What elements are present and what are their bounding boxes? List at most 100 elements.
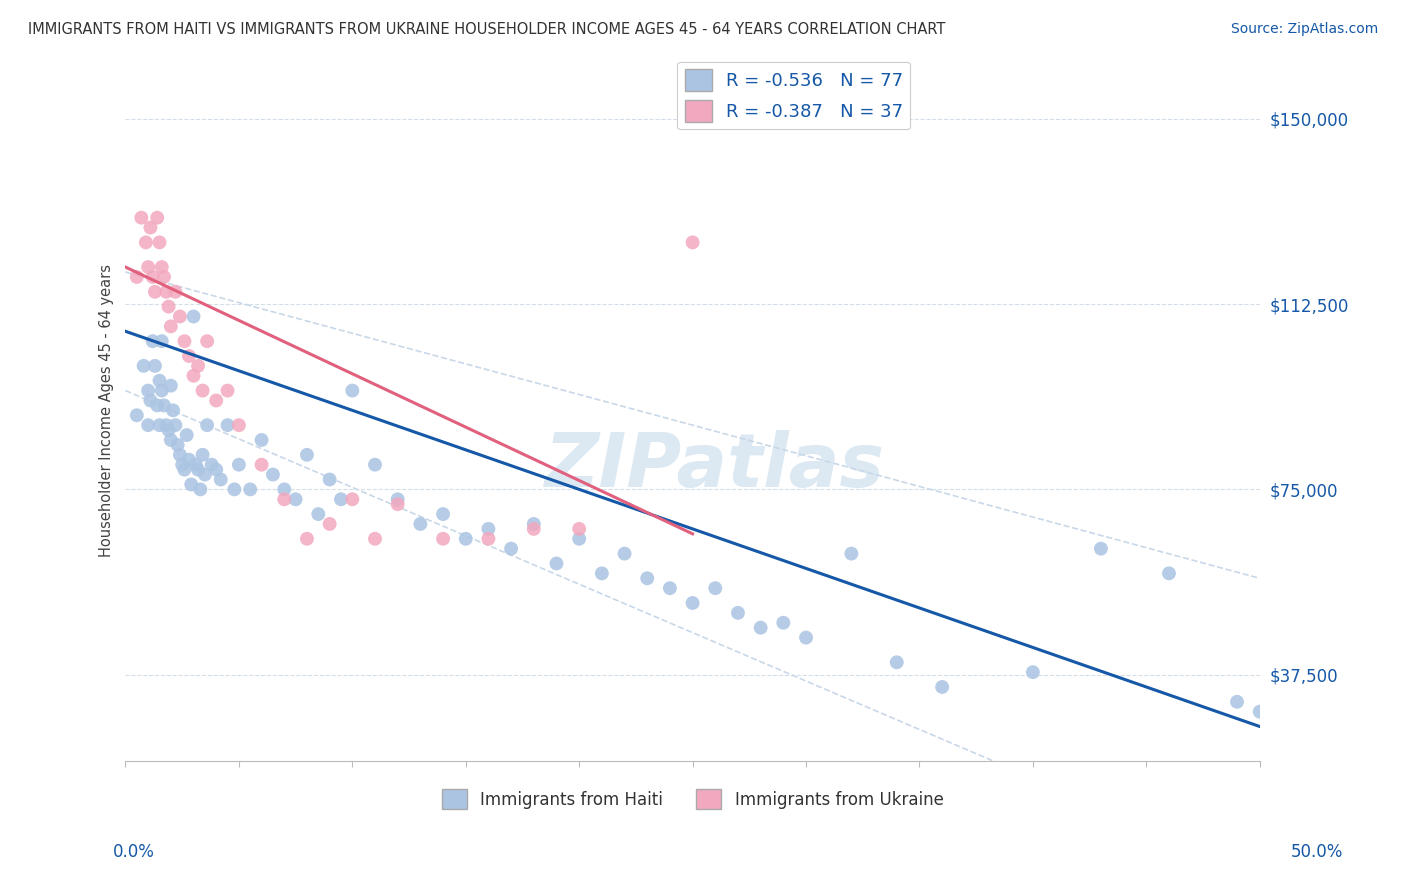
- Point: [886, 655, 908, 669]
- Point: [194, 467, 217, 482]
- Text: Source: ZipAtlas.com: Source: ZipAtlas.com: [1230, 22, 1378, 37]
- Point: [165, 285, 187, 299]
- Point: [262, 467, 284, 482]
- Point: [184, 458, 207, 472]
- Point: [318, 473, 340, 487]
- Point: [682, 235, 704, 250]
- Point: [841, 547, 863, 561]
- Point: [148, 418, 170, 433]
- Text: 50.0%: 50.0%: [1291, 843, 1343, 861]
- Point: [155, 418, 177, 433]
- Point: [387, 497, 409, 511]
- Point: [330, 492, 353, 507]
- Point: [143, 285, 166, 299]
- Point: [142, 269, 165, 284]
- Point: [307, 507, 329, 521]
- Point: [125, 409, 148, 423]
- Point: [177, 452, 200, 467]
- Point: [568, 522, 591, 536]
- Point: [284, 492, 307, 507]
- Point: [704, 581, 727, 595]
- Point: [142, 334, 165, 348]
- Point: [364, 532, 387, 546]
- Point: [1022, 665, 1045, 680]
- Point: [160, 319, 183, 334]
- Legend: Immigrants from Haiti, Immigrants from Ukraine: Immigrants from Haiti, Immigrants from U…: [434, 782, 950, 816]
- Point: [295, 448, 318, 462]
- Point: [239, 483, 262, 497]
- Point: [136, 384, 159, 398]
- Point: [172, 458, 194, 472]
- Point: [201, 458, 224, 472]
- Point: [148, 374, 170, 388]
- Point: [749, 621, 772, 635]
- Point: [591, 566, 613, 581]
- Point: [1090, 541, 1112, 556]
- Point: [183, 368, 205, 383]
- Point: [125, 269, 148, 284]
- Point: [191, 384, 214, 398]
- Point: [250, 458, 273, 472]
- Y-axis label: Householder Income Ages 45 - 64 years: Householder Income Ages 45 - 64 years: [100, 264, 114, 557]
- Point: [273, 483, 295, 497]
- Point: [169, 448, 191, 462]
- Point: [501, 541, 523, 556]
- Point: [546, 557, 568, 571]
- Point: [568, 532, 591, 546]
- Point: [187, 359, 209, 373]
- Point: [636, 571, 658, 585]
- Point: [150, 384, 173, 398]
- Point: [217, 384, 239, 398]
- Point: [387, 492, 409, 507]
- Point: [250, 433, 273, 447]
- Point: [477, 522, 499, 536]
- Point: [342, 492, 364, 507]
- Point: [1226, 695, 1249, 709]
- Text: 0.0%: 0.0%: [112, 843, 155, 861]
- Point: [187, 462, 209, 476]
- Point: [209, 473, 232, 487]
- Point: [132, 359, 155, 373]
- Point: [150, 334, 173, 348]
- Point: [523, 522, 546, 536]
- Point: [136, 260, 159, 274]
- Point: [131, 211, 153, 225]
- Point: [217, 418, 239, 433]
- Point: [454, 532, 477, 546]
- Point: [273, 492, 295, 507]
- Point: [155, 285, 177, 299]
- Point: [176, 428, 198, 442]
- Point: [139, 220, 162, 235]
- Point: [177, 349, 200, 363]
- Text: IMMIGRANTS FROM HAITI VS IMMIGRANTS FROM UKRAINE HOUSEHOLDER INCOME AGES 45 - 64: IMMIGRANTS FROM HAITI VS IMMIGRANTS FROM…: [28, 22, 945, 37]
- Point: [135, 235, 157, 250]
- Text: ZIPatlas: ZIPatlas: [546, 430, 886, 503]
- Point: [148, 235, 170, 250]
- Point: [157, 423, 180, 437]
- Point: [523, 516, 546, 531]
- Point: [931, 680, 953, 694]
- Point: [342, 384, 364, 398]
- Point: [432, 507, 454, 521]
- Point: [183, 310, 205, 324]
- Point: [160, 433, 183, 447]
- Point: [195, 334, 218, 348]
- Point: [1249, 705, 1271, 719]
- Point: [153, 269, 176, 284]
- Point: [150, 260, 173, 274]
- Point: [191, 448, 214, 462]
- Point: [146, 211, 169, 225]
- Point: [160, 378, 183, 392]
- Point: [1157, 566, 1180, 581]
- Point: [727, 606, 749, 620]
- Point: [162, 403, 184, 417]
- Point: [613, 547, 636, 561]
- Point: [153, 398, 176, 412]
- Point: [318, 516, 340, 531]
- Point: [432, 532, 454, 546]
- Point: [228, 458, 250, 472]
- Point: [146, 398, 169, 412]
- Point: [139, 393, 162, 408]
- Point: [136, 418, 159, 433]
- Point: [205, 393, 228, 408]
